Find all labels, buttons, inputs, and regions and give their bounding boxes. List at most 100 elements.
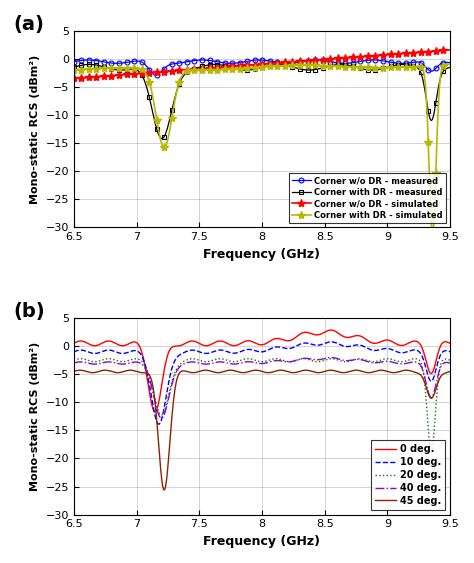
45 deg. bbox=[328, 367, 334, 374]
10 deg. bbox=[253, 347, 258, 354]
Corner with DR - simulated bbox=[295, 62, 301, 69]
Corner with DR - measured bbox=[254, 65, 259, 72]
Corner w/o DR - simulated bbox=[71, 75, 77, 82]
Corner with DR - measured bbox=[212, 61, 218, 68]
Corner with DR - measured bbox=[381, 65, 387, 72]
Line: 45 deg.: 45 deg. bbox=[74, 370, 450, 490]
Corner w/o DR - measured bbox=[296, 59, 301, 66]
0 deg. bbox=[71, 340, 77, 347]
0 deg. bbox=[296, 332, 301, 338]
Corner w/o DR - simulated bbox=[252, 61, 258, 68]
Corner w/o DR - simulated bbox=[274, 60, 280, 66]
Line: Corner w/o DR - simulated: Corner w/o DR - simulated bbox=[70, 46, 454, 83]
Corner with DR - measured bbox=[440, 69, 446, 76]
Corner w/o DR - measured bbox=[275, 59, 281, 66]
40 deg. bbox=[71, 360, 77, 367]
Line: 10 deg.: 10 deg. bbox=[74, 342, 450, 424]
Corner with DR - simulated bbox=[447, 61, 453, 68]
10 deg. bbox=[275, 343, 281, 350]
Corner with DR - measured bbox=[159, 135, 165, 142]
0 deg. bbox=[275, 335, 281, 342]
Corner w/o DR - simulated bbox=[295, 58, 301, 65]
0 deg. bbox=[328, 327, 334, 333]
Corner with DR - measured bbox=[71, 64, 77, 70]
40 deg. bbox=[296, 356, 301, 363]
Corner w/o DR - simulated bbox=[438, 47, 444, 54]
40 deg. bbox=[440, 361, 446, 368]
45 deg. bbox=[381, 367, 387, 374]
Corner with DR - simulated bbox=[71, 66, 77, 73]
20 deg. bbox=[428, 448, 434, 455]
Corner w/o DR - simulated bbox=[250, 61, 255, 68]
Text: (a): (a) bbox=[14, 15, 45, 34]
Corner with DR - simulated bbox=[252, 64, 258, 71]
20 deg. bbox=[380, 356, 386, 363]
20 deg. bbox=[296, 356, 301, 363]
40 deg. bbox=[447, 360, 453, 367]
20 deg. bbox=[440, 357, 446, 364]
45 deg. bbox=[296, 368, 301, 375]
Corner w/o DR - measured bbox=[71, 58, 77, 65]
Line: 0 deg.: 0 deg. bbox=[74, 330, 450, 412]
Corner w/o DR - simulated bbox=[447, 47, 453, 53]
20 deg. bbox=[245, 355, 251, 362]
Line: 20 deg.: 20 deg. bbox=[74, 359, 450, 452]
20 deg. bbox=[71, 357, 77, 364]
0 deg. bbox=[440, 339, 446, 346]
45 deg. bbox=[447, 368, 453, 375]
45 deg. bbox=[71, 368, 77, 375]
Legend: Corner w/o DR - measured, Corner with DR - measured, Corner w/o DR - simulated, : Corner w/o DR - measured, Corner with DR… bbox=[289, 173, 446, 223]
Corner with DR - measured bbox=[447, 64, 453, 71]
0 deg. bbox=[447, 340, 453, 347]
Line: Corner w/o DR - measured: Corner w/o DR - measured bbox=[72, 57, 453, 78]
45 deg. bbox=[253, 367, 258, 374]
40 deg. bbox=[253, 359, 258, 366]
Y-axis label: Mono-static RCS (dBm²): Mono-static RCS (dBm²) bbox=[30, 55, 40, 204]
45 deg. bbox=[440, 371, 446, 378]
Corner w/o DR - measured bbox=[370, 56, 376, 63]
0 deg. bbox=[381, 337, 387, 344]
Corner w/o DR - measured bbox=[250, 57, 256, 64]
40 deg. bbox=[381, 358, 387, 365]
Corner w/o DR - measured bbox=[253, 57, 258, 64]
X-axis label: Frequency (GHz): Frequency (GHz) bbox=[203, 535, 320, 548]
Corner w/o DR - measured bbox=[440, 60, 446, 66]
Corner with DR - simulated bbox=[274, 62, 280, 69]
Text: (b): (b) bbox=[14, 302, 45, 321]
10 deg. bbox=[440, 348, 446, 355]
Corner with DR - simulated bbox=[439, 66, 445, 73]
10 deg. bbox=[447, 348, 453, 355]
45 deg. bbox=[250, 367, 256, 374]
Legend: 0 deg., 10 deg., 20 deg., 40 deg., 45 deg.: 0 deg., 10 deg., 20 deg., 40 deg., 45 de… bbox=[371, 440, 445, 510]
20 deg. bbox=[253, 357, 258, 364]
Corner with DR - measured bbox=[296, 65, 302, 72]
0 deg. bbox=[253, 339, 258, 346]
Corner w/o DR - simulated bbox=[379, 52, 385, 59]
20 deg. bbox=[250, 356, 256, 363]
Line: Corner with DR - simulated: Corner with DR - simulated bbox=[70, 60, 454, 238]
Corner with DR - measured bbox=[251, 66, 257, 73]
45 deg. bbox=[275, 367, 281, 374]
Corner with DR - measured bbox=[276, 61, 282, 68]
0 deg. bbox=[250, 339, 256, 346]
40 deg. bbox=[275, 358, 281, 364]
20 deg. bbox=[447, 357, 453, 364]
Line: Corner with DR - measured: Corner with DR - measured bbox=[72, 62, 453, 141]
0 deg. bbox=[152, 408, 158, 415]
40 deg. bbox=[328, 354, 334, 361]
Corner with DR - simulated bbox=[379, 64, 385, 71]
Corner w/o DR - measured bbox=[153, 72, 159, 78]
10 deg. bbox=[296, 341, 301, 348]
10 deg. bbox=[71, 348, 77, 355]
40 deg. bbox=[158, 415, 164, 422]
45 deg. bbox=[162, 486, 167, 493]
10 deg. bbox=[156, 421, 162, 427]
Corner w/o DR - measured bbox=[447, 59, 453, 66]
Y-axis label: Mono-static RCS (dBm²): Mono-static RCS (dBm²) bbox=[30, 342, 40, 491]
Corner with DR - simulated bbox=[430, 230, 436, 236]
10 deg. bbox=[381, 345, 387, 352]
20 deg. bbox=[275, 355, 281, 362]
10 deg. bbox=[328, 338, 334, 345]
40 deg. bbox=[250, 359, 256, 365]
Corner w/o DR - measured bbox=[381, 57, 387, 64]
